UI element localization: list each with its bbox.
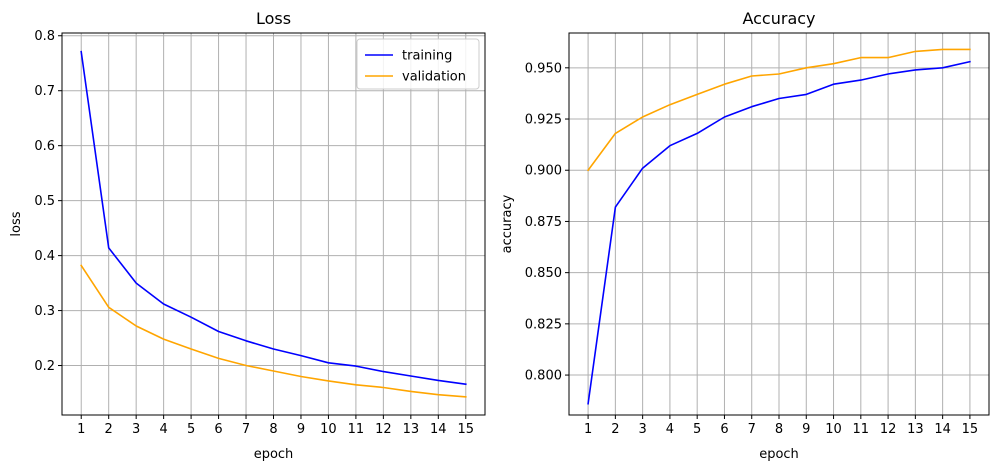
chart-panel-accuracy: 1 2 3 4 5 6 7 8 9 10 11 12 13 14 150.8000.8250.8500.87… — [500, 9, 990, 462]
y-tick-label: 0.850 — [525, 266, 562, 281]
x-tick-label: 7 — [242, 422, 250, 437]
x-tick-label: 4 — [159, 422, 167, 437]
y-tick-label: 0.5 — [34, 194, 55, 209]
x-tick-label: 3 — [638, 422, 646, 437]
y-tick-label: 0.950 — [525, 61, 562, 76]
x-tick-label: 12 — [880, 422, 897, 437]
y-tick-label: 0.900 — [525, 164, 562, 179]
y-tick-label: 0.875 — [525, 215, 562, 230]
x-tick-label: 9 — [297, 422, 305, 437]
x-tick-label: 6 — [720, 422, 728, 437]
x-tick-label: 14 — [934, 422, 951, 437]
series-line-training — [80, 50, 467, 386]
chart-title: Loss — [256, 9, 291, 28]
x-tick-label: 5 — [187, 422, 195, 437]
y-tick-label: 0.800 — [525, 369, 562, 384]
x-tick-label: 11 — [853, 422, 870, 437]
x-tick-label: 1 — [584, 422, 592, 437]
y-tick-label: 0.925 — [525, 113, 562, 128]
chart-title: Accuracy — [742, 9, 815, 28]
y-tick-label: 0.8 — [34, 29, 55, 44]
y-axis-label: accuracy — [500, 194, 515, 253]
y-tick-label: 0.6 — [34, 139, 55, 154]
x-tick-label: 3 — [132, 422, 140, 437]
y-tick-label: 0.2 — [34, 359, 55, 374]
y-axis-label: loss — [9, 211, 24, 236]
x-tick-label: 7 — [748, 422, 756, 437]
series-line-validation — [586, 48, 971, 172]
x-tick-label: 4 — [666, 422, 674, 437]
x-tick-label: 14 — [430, 422, 447, 437]
x-tick-label: 13 — [907, 422, 924, 437]
x-tick-label: 9 — [802, 422, 810, 437]
x-tick-label: 15 — [962, 422, 979, 437]
y-tick-label: 0.4 — [34, 249, 55, 264]
series-line-training — [587, 60, 971, 405]
x-axis-label: epoch — [254, 447, 294, 462]
x-tick-label: 10 — [825, 422, 842, 437]
x-tick-label: 11 — [348, 422, 365, 437]
x-tick-label: 2 — [611, 422, 619, 437]
x-tick-label: 15 — [457, 422, 474, 437]
x-tick-label: 10 — [320, 422, 337, 437]
chart-panel-loss: 1 2 3 4 5 6 7 8 9 10 11 12 13 14 150.20.30.40.50.60.70… — [9, 9, 486, 462]
x-tick-label: 12 — [375, 422, 392, 437]
legend: training validation — [356, 38, 480, 90]
y-tick-label: 0.3 — [34, 304, 55, 319]
x-tick-label: 2 — [105, 422, 113, 437]
x-tick-label: 13 — [403, 422, 420, 437]
x-tick-label: 8 — [269, 422, 277, 437]
series-line-validation — [80, 264, 467, 398]
legend-label: validation — [402, 70, 466, 85]
x-tick-label: 8 — [775, 422, 783, 437]
y-tick-label: 0.7 — [34, 84, 55, 99]
x-axis-label: epoch — [759, 447, 799, 462]
y-tick-label: 0.825 — [525, 317, 562, 332]
x-tick-label: 1 — [77, 422, 85, 437]
x-tick-label: 6 — [214, 422, 222, 437]
x-tick-label: 5 — [693, 422, 701, 437]
legend-label: training — [402, 49, 452, 64]
